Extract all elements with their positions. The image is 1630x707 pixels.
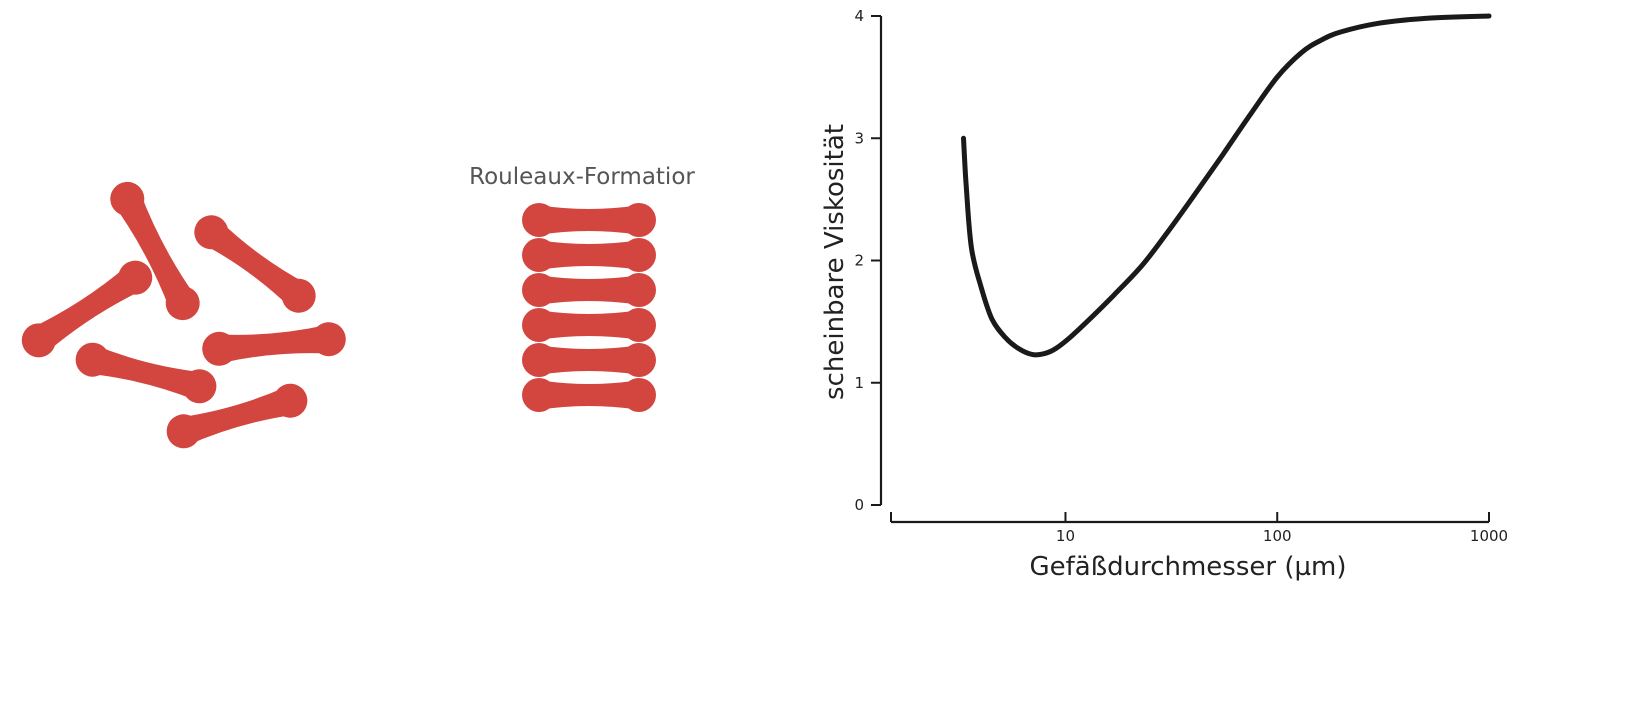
stacked-red-blood-cell (522, 378, 656, 412)
y-tick-label: 4 (854, 7, 864, 25)
red-blood-cell (75, 342, 217, 404)
red-blood-cell (110, 181, 200, 321)
y-tick-label: 3 (854, 129, 864, 147)
y-tick-label: 0 (854, 496, 864, 514)
stacked-red-blood-cell (522, 343, 656, 377)
x-tick-label: 1000 (1470, 527, 1508, 545)
x-axis-ticks: 10 100 1000 (1056, 512, 1508, 545)
red-blood-cell (202, 322, 346, 366)
red-blood-cell (166, 383, 308, 449)
stacked-red-blood-cell (522, 308, 656, 342)
x-tick-label: 100 (1263, 527, 1292, 545)
viscosity-chart: 0 1 2 3 4 10 100 1000 Gefäßdurchmesser (µm) sc… (820, 7, 1508, 582)
viscosity-curve (961, 13, 1492, 358)
stacked-red-blood-cell (522, 238, 656, 272)
x-tick-label: 10 (1056, 527, 1075, 545)
stacked-red-blood-cell (522, 273, 656, 307)
red-blood-cell (21, 260, 153, 358)
rouleaux-stack (522, 203, 656, 412)
scattered-red-blood-cells (21, 181, 346, 449)
y-axis-ticks: 0 1 2 3 4 (854, 7, 881, 514)
y-axis-title: scheinbare Viskosität (820, 124, 850, 400)
stacked-red-blood-cell (522, 203, 656, 237)
rouleaux-label: Rouleaux-Formatior (469, 164, 695, 190)
red-blood-cell (194, 215, 316, 313)
y-tick-label: 1 (854, 374, 864, 392)
y-tick-label: 2 (854, 252, 864, 270)
x-axis-title: Gefäßdurchmesser (µm) (1029, 552, 1346, 582)
